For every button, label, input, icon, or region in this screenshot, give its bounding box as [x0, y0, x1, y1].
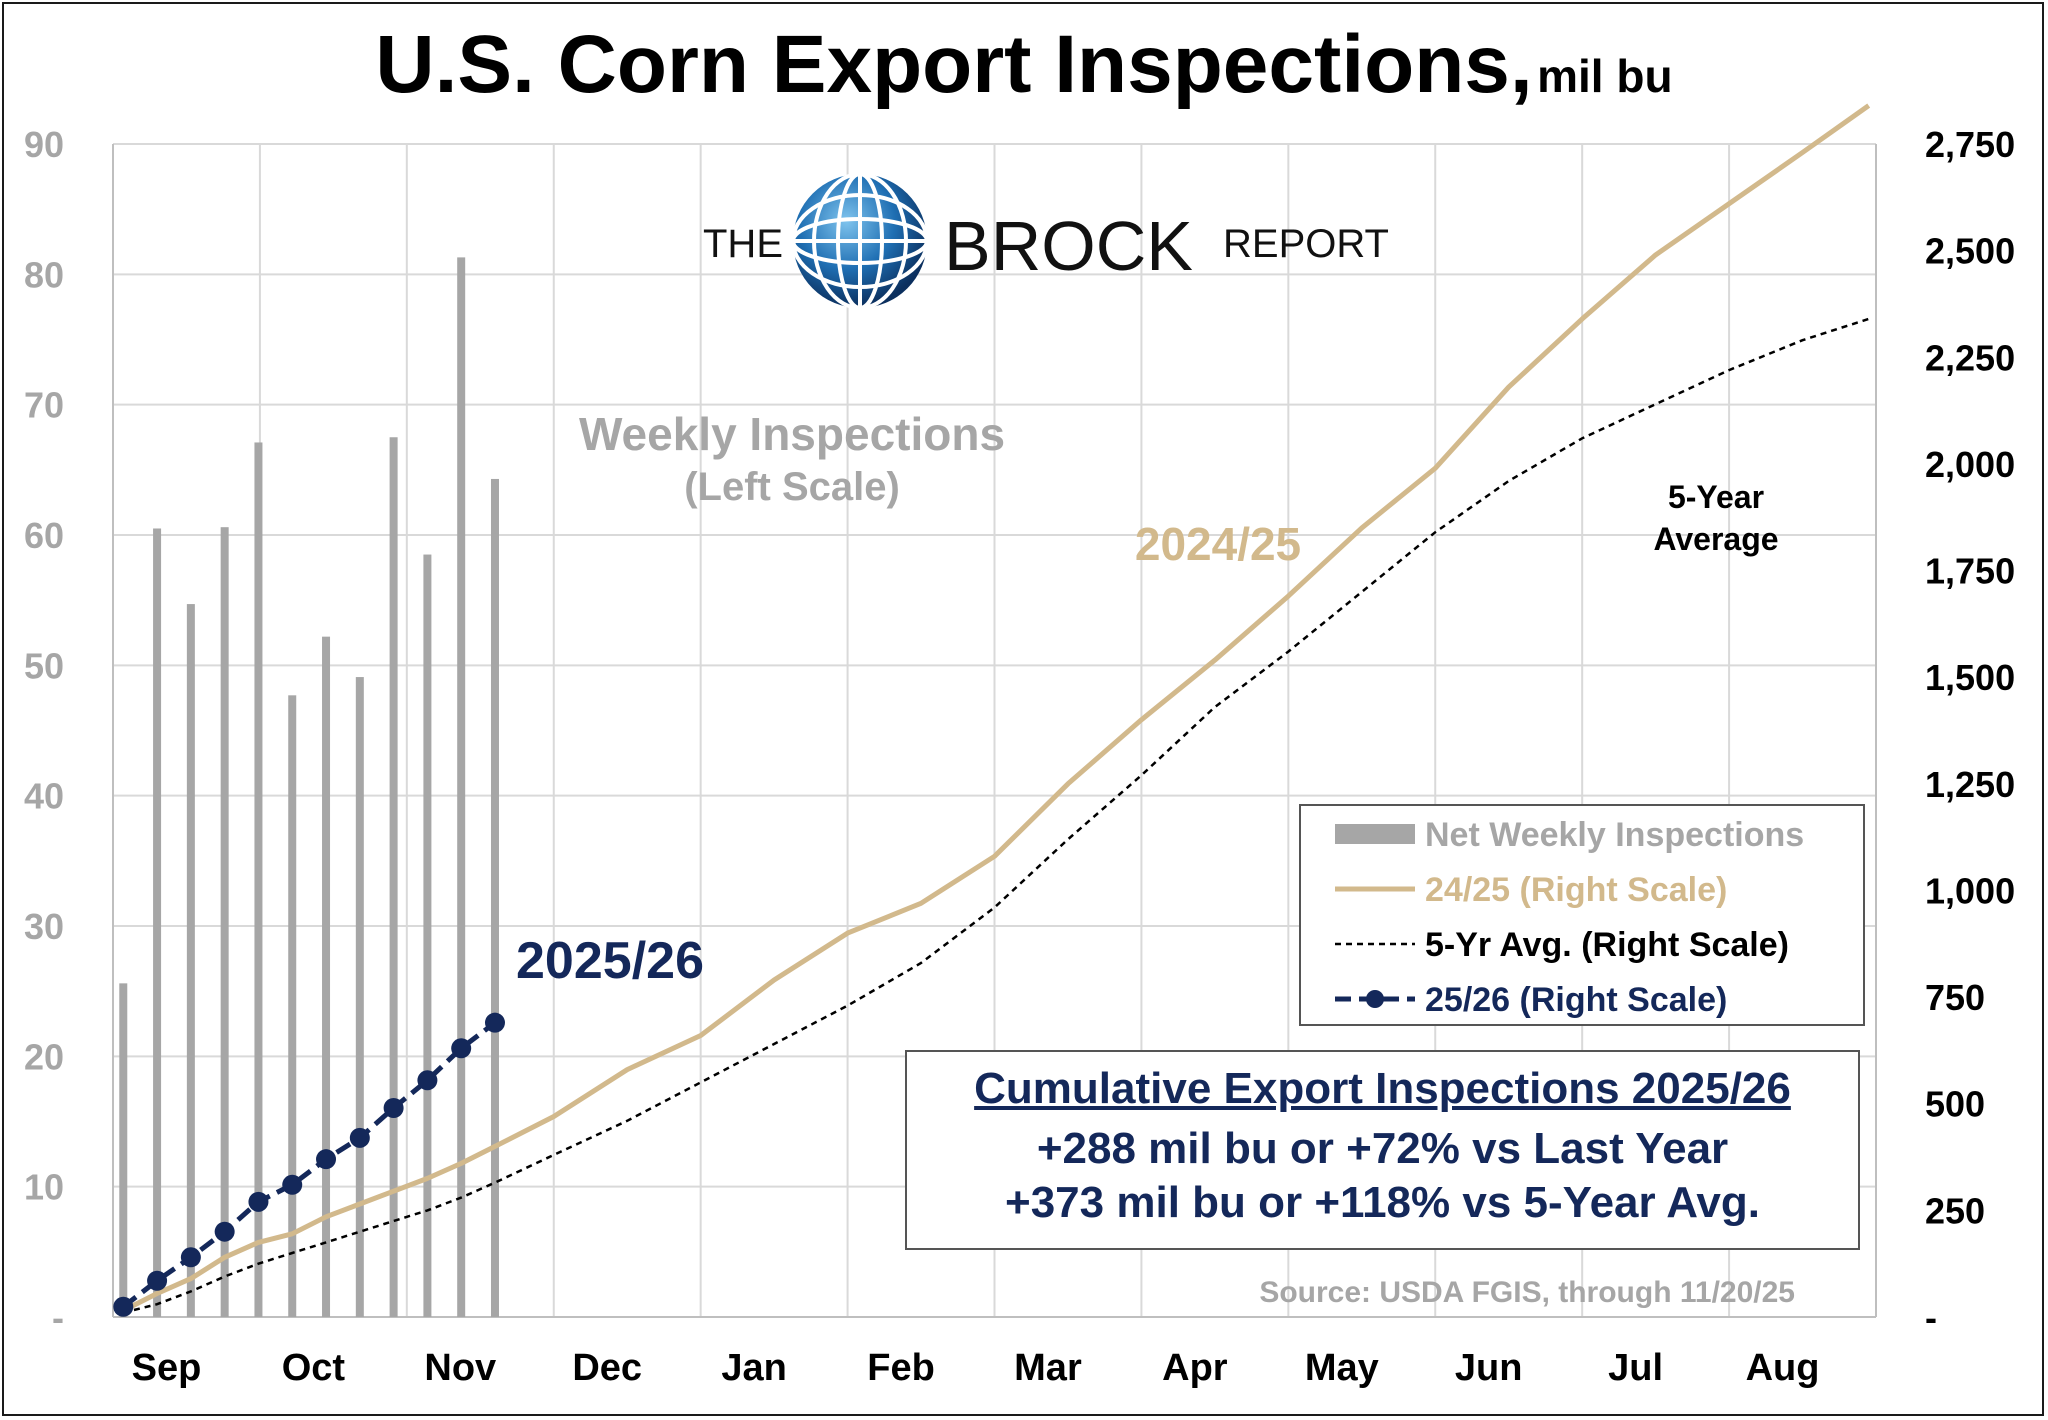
- logo-report: REPORT: [1223, 222, 1389, 266]
- series-point-2025-26: [147, 1270, 168, 1291]
- series-point-2025-26: [113, 1296, 134, 1317]
- series-line-2024-25: [122, 103, 1871, 1313]
- summary-line-5yr: +373 mil bu or +118% vs 5-Year Avg.: [1005, 1178, 1760, 1227]
- series-point-2025-26: [451, 1038, 472, 1059]
- left-tick-label: -: [52, 1297, 64, 1338]
- series-point-2025-26: [316, 1149, 337, 1170]
- left-tick-label: 60: [24, 515, 64, 556]
- right-tick-label: -: [1925, 1297, 1937, 1338]
- legend-label: 5-Yr Avg. (Right Scale): [1425, 926, 1789, 964]
- left-tick-label: 70: [24, 385, 64, 426]
- cumulative-lines: [113, 103, 1871, 1317]
- left-tick-label: 50: [24, 645, 64, 686]
- weekly-bar: [423, 554, 432, 1317]
- left-tick-label: 20: [24, 1036, 64, 1077]
- weekly-bar: [186, 604, 195, 1317]
- left-tick-label: 80: [24, 254, 64, 295]
- right-tick-label: 250: [1925, 1190, 1985, 1231]
- x-tick-label: Aug: [1746, 1347, 1820, 1389]
- series-point-2025-26: [484, 1012, 505, 1033]
- chart-title-main: U.S. Corn Export Inspections,: [375, 19, 1533, 110]
- right-tick-label: 2,750: [1925, 124, 2015, 165]
- tick-labels: - 10 20 30 40 50 60 70 80 90 - 250 500 750 1,000 1,250 1…: [24, 124, 2015, 1389]
- annotation-2025-26: 2025/26: [516, 932, 704, 990]
- weekly-bar: [457, 257, 466, 1317]
- chart-title-unit: mil bu: [1537, 50, 1673, 102]
- annotation-5yr-line2: Average: [1653, 521, 1778, 557]
- logo-brock: BROCK: [944, 207, 1193, 285]
- annotation-left-scale: (Left Scale): [684, 465, 900, 509]
- weekly-bar: [288, 695, 297, 1317]
- legend-swatch-bars: [1335, 824, 1415, 844]
- series-line-2025-26: [121, 1020, 497, 1309]
- right-tick-label: 2,000: [1925, 444, 2015, 485]
- x-tick-label: Jun: [1455, 1347, 1523, 1389]
- weekly-bar: [220, 527, 229, 1317]
- legend-label: 24/25 (Right Scale): [1425, 871, 1727, 909]
- right-tick-label: 2,500: [1925, 231, 2015, 272]
- x-tick-label: Oct: [282, 1347, 346, 1389]
- series-point-2025-26: [180, 1247, 201, 1268]
- summary-header: Cumulative Export Inspections 2025/26: [974, 1064, 1791, 1113]
- right-tick-label: 750: [1925, 977, 1985, 1018]
- weekly-bar: [153, 528, 162, 1317]
- x-tick-label: Jan: [721, 1347, 786, 1389]
- right-tick-label: 1,000: [1925, 870, 2015, 911]
- right-tick-label: 500: [1925, 1084, 1985, 1125]
- right-tick-label: 1,750: [1925, 551, 2015, 592]
- series-line-5yr-avg: [122, 317, 1870, 1314]
- legend: Net Weekly Inspections 24/25 (Right Scale…: [1299, 804, 1865, 1026]
- weekly-bar: [389, 437, 398, 1317]
- x-tick-label: Mar: [1014, 1347, 1082, 1389]
- weekly-bar: [322, 636, 331, 1317]
- series-point-2025-26: [417, 1070, 438, 1091]
- series-point-2025-26: [349, 1127, 370, 1148]
- weekly-bar: [490, 478, 499, 1317]
- weekly-bar: [254, 442, 263, 1317]
- series-point-2025-26: [214, 1221, 235, 1242]
- series-point-2025-26: [248, 1191, 269, 1212]
- summary-box: Cumulative Export Inspections 2025/26 +2…: [905, 1050, 1860, 1250]
- globe-icon: [791, 172, 929, 310]
- legend-label: 25/26 (Right Scale): [1425, 981, 1727, 1019]
- source-note: Source: USDA FGIS, through 11/20/25: [1259, 1276, 1795, 1309]
- weekly-bars: [119, 257, 499, 1317]
- logo-the: THE: [703, 222, 783, 266]
- series-point-2025-26: [383, 1097, 404, 1118]
- x-tick-label: Sep: [132, 1347, 202, 1389]
- weekly-bar: [119, 983, 128, 1317]
- x-tick-label: Nov: [424, 1347, 496, 1389]
- right-tick-label: 2,250: [1925, 337, 2015, 378]
- right-tick-label: 1,500: [1925, 657, 2015, 698]
- chart-title: U.S. Corn Export Inspections, mil bu: [0, 18, 2048, 112]
- annotation-weekly-inspections: Weekly Inspections: [579, 408, 1005, 460]
- left-tick-label: 40: [24, 776, 64, 817]
- x-tick-label: Apr: [1162, 1347, 1228, 1389]
- weekly-bar: [355, 677, 364, 1317]
- right-tick-label: 1,250: [1925, 764, 2015, 805]
- annotation-2024-25: 2024/25: [1135, 518, 1301, 570]
- left-tick-label: 30: [24, 906, 64, 947]
- x-tick-label: Dec: [572, 1347, 642, 1389]
- left-tick-label: 10: [24, 1167, 64, 1208]
- annotation-5yr-line1: 5-Year: [1668, 479, 1764, 515]
- brock-report-logo: THE BROCK REPORT: [703, 172, 1389, 310]
- x-tick-label: Jul: [1608, 1347, 1663, 1389]
- axes: [112, 144, 1877, 1318]
- series-point-2025-26: [282, 1174, 303, 1195]
- legend-label: Net Weekly Inspections: [1425, 816, 1804, 854]
- x-tick-label: Feb: [867, 1347, 935, 1389]
- x-tick-label: May: [1305, 1347, 1379, 1389]
- legend-swatch-2025-26-marker: [1366, 990, 1384, 1008]
- left-tick-label: 90: [24, 124, 64, 165]
- summary-line-last-year: +288 mil bu or +72% vs Last Year: [1036, 1124, 1729, 1173]
